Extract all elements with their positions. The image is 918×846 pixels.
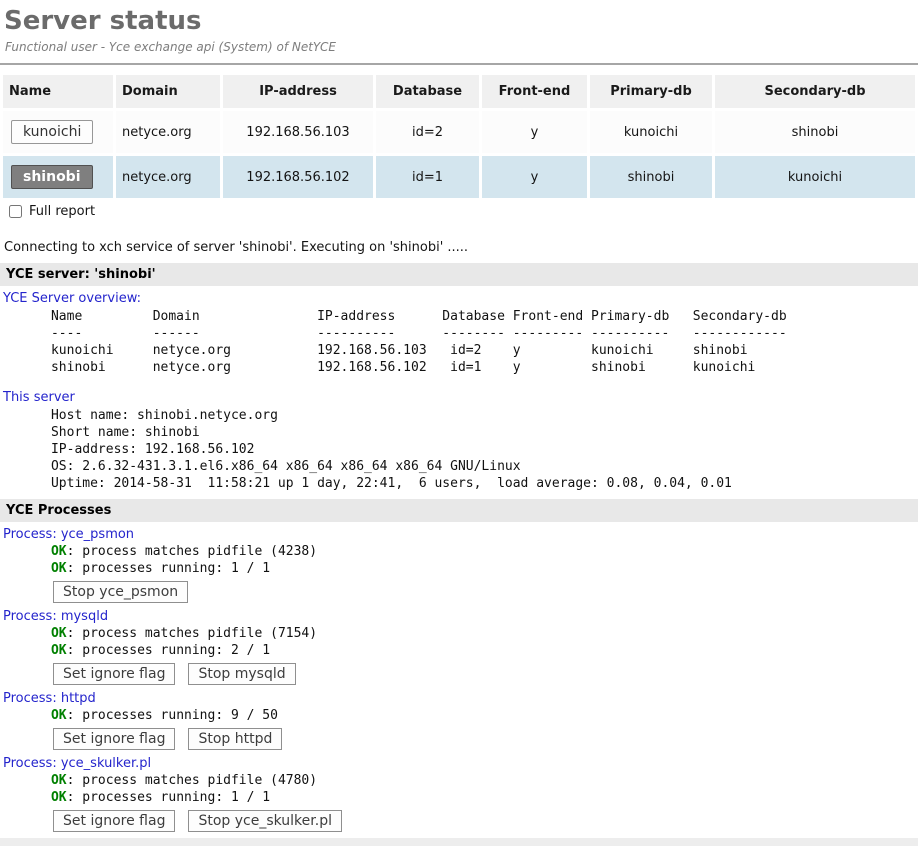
primary-db-cell: shinobi (590, 156, 712, 198)
stop-process-button[interactable]: Stop yce_psmon (53, 581, 189, 603)
database-cell: id=1 (376, 156, 479, 198)
section-header-yce-server: YCE server: 'shinobi' (0, 263, 918, 286)
server-select-button-kunoichi[interactable]: kunoichi (11, 120, 94, 144)
frontend-cell: y (482, 156, 587, 198)
set-ignore-flag-button[interactable]: Set ignore flag (53, 810, 176, 832)
column-header-secondary-db: Secondary-db (715, 75, 915, 108)
status-ok-label: OK (50, 790, 67, 805)
process-heading: Process: mysqld (3, 609, 109, 624)
full-report-row: Full report (9, 204, 918, 219)
column-header-ip: IP-address (223, 75, 373, 108)
ip-cell: 192.168.56.103 (223, 111, 373, 153)
page-subtitle: Functional user - Yce exchange api (Syst… (5, 40, 337, 54)
column-header-database: Database (376, 75, 479, 108)
process-check-line: OK: process matches pidfile (4780) (50, 773, 318, 788)
status-ok-label: OK (50, 626, 67, 641)
process-button-row: Set ignore flag Stop mysqld (53, 663, 918, 685)
stop-process-button[interactable]: Stop yce_skulker.pl (188, 810, 342, 832)
process-heading: Process: httpd (3, 691, 96, 706)
domain-cell: netyce.org (116, 156, 220, 198)
server-name-cell: kunoichi (3, 111, 113, 153)
process-button-row: Stop yce_psmon (53, 581, 918, 603)
set-ignore-flag-button[interactable]: Set ignore flag (53, 663, 176, 685)
primary-db-cell: kunoichi (590, 111, 712, 153)
status-ok-label: OK (50, 643, 67, 658)
status-ok-label: OK (50, 544, 67, 559)
process-check-line: OK: processes running: 2 / 1 (50, 643, 271, 658)
stop-process-button[interactable]: Stop mysqld (188, 663, 296, 685)
server-table: Name Domain IP-address Database Front-en… (0, 72, 918, 201)
database-cell: id=2 (376, 111, 479, 153)
server-select-button-shinobi[interactable]: shinobi (11, 165, 93, 189)
divider (0, 63, 918, 65)
column-header-domain: Domain (116, 75, 220, 108)
process-heading: Process: yce_psmon (3, 527, 135, 542)
process-check-line: OK: processes running: 1 / 1 (50, 561, 271, 576)
process-heading: Process: yce_skulker.pl (3, 756, 152, 771)
status-ok-label: OK (50, 561, 67, 576)
this-server-pre: Host name: shinobi.netyce.org Short name… (50, 408, 732, 491)
table-row-selected: shinobi netyce.org 192.168.56.102 id=1 y… (3, 156, 915, 198)
server-overview-pre: Name Domain IP-address Database Front-en… (50, 309, 787, 375)
frontend-cell: y (482, 111, 587, 153)
overview-heading: YCE Server overview: (3, 291, 142, 306)
page-title: Server status (4, 6, 202, 36)
this-server-heading: This server (3, 390, 75, 405)
table-row: kunoichi netyce.org 192.168.56.103 id=2 … (3, 111, 915, 153)
process-list: Process: yce_psmon OK: process matches p… (0, 527, 918, 832)
full-report-checkbox[interactable] (9, 205, 22, 218)
column-header-name: Name (3, 75, 113, 108)
ip-cell: 192.168.56.102 (223, 156, 373, 198)
process-check-line: OK: process matches pidfile (4238) (50, 544, 318, 559)
process-check-line: OK: processes running: 9 / 50 (50, 708, 278, 723)
process-button-row: Set ignore flag Stop yce_skulker.pl (53, 810, 918, 832)
column-header-primary-db: Primary-db (590, 75, 712, 108)
table-header-row: Name Domain IP-address Database Front-en… (3, 75, 915, 108)
process-check-line: OK: processes running: 1 / 1 (50, 790, 271, 805)
stop-process-button[interactable]: Stop httpd (188, 728, 283, 750)
column-header-frontend: Front-end (482, 75, 587, 108)
server-name-cell: shinobi (3, 156, 113, 198)
process-check-line: OK: process matches pidfile (7154) (50, 626, 318, 641)
secondary-db-cell: shinobi (715, 111, 915, 153)
server-status-page: Server status Functional user - Yce exch… (0, 6, 918, 846)
secondary-db-cell: kunoichi (715, 156, 915, 198)
process-button-row: Set ignore flag Stop httpd (53, 728, 918, 750)
connection-status-text: Connecting to xch service of server 'shi… (4, 240, 469, 255)
status-ok-label: OK (50, 773, 67, 788)
full-report-label: Full report (29, 204, 96, 219)
status-ok-label: OK (50, 708, 67, 723)
section-header-yce-processes: YCE Processes (0, 499, 918, 522)
set-ignore-flag-button[interactable]: Set ignore flag (53, 728, 176, 750)
bottom-section-bar (0, 838, 918, 846)
domain-cell: netyce.org (116, 111, 220, 153)
